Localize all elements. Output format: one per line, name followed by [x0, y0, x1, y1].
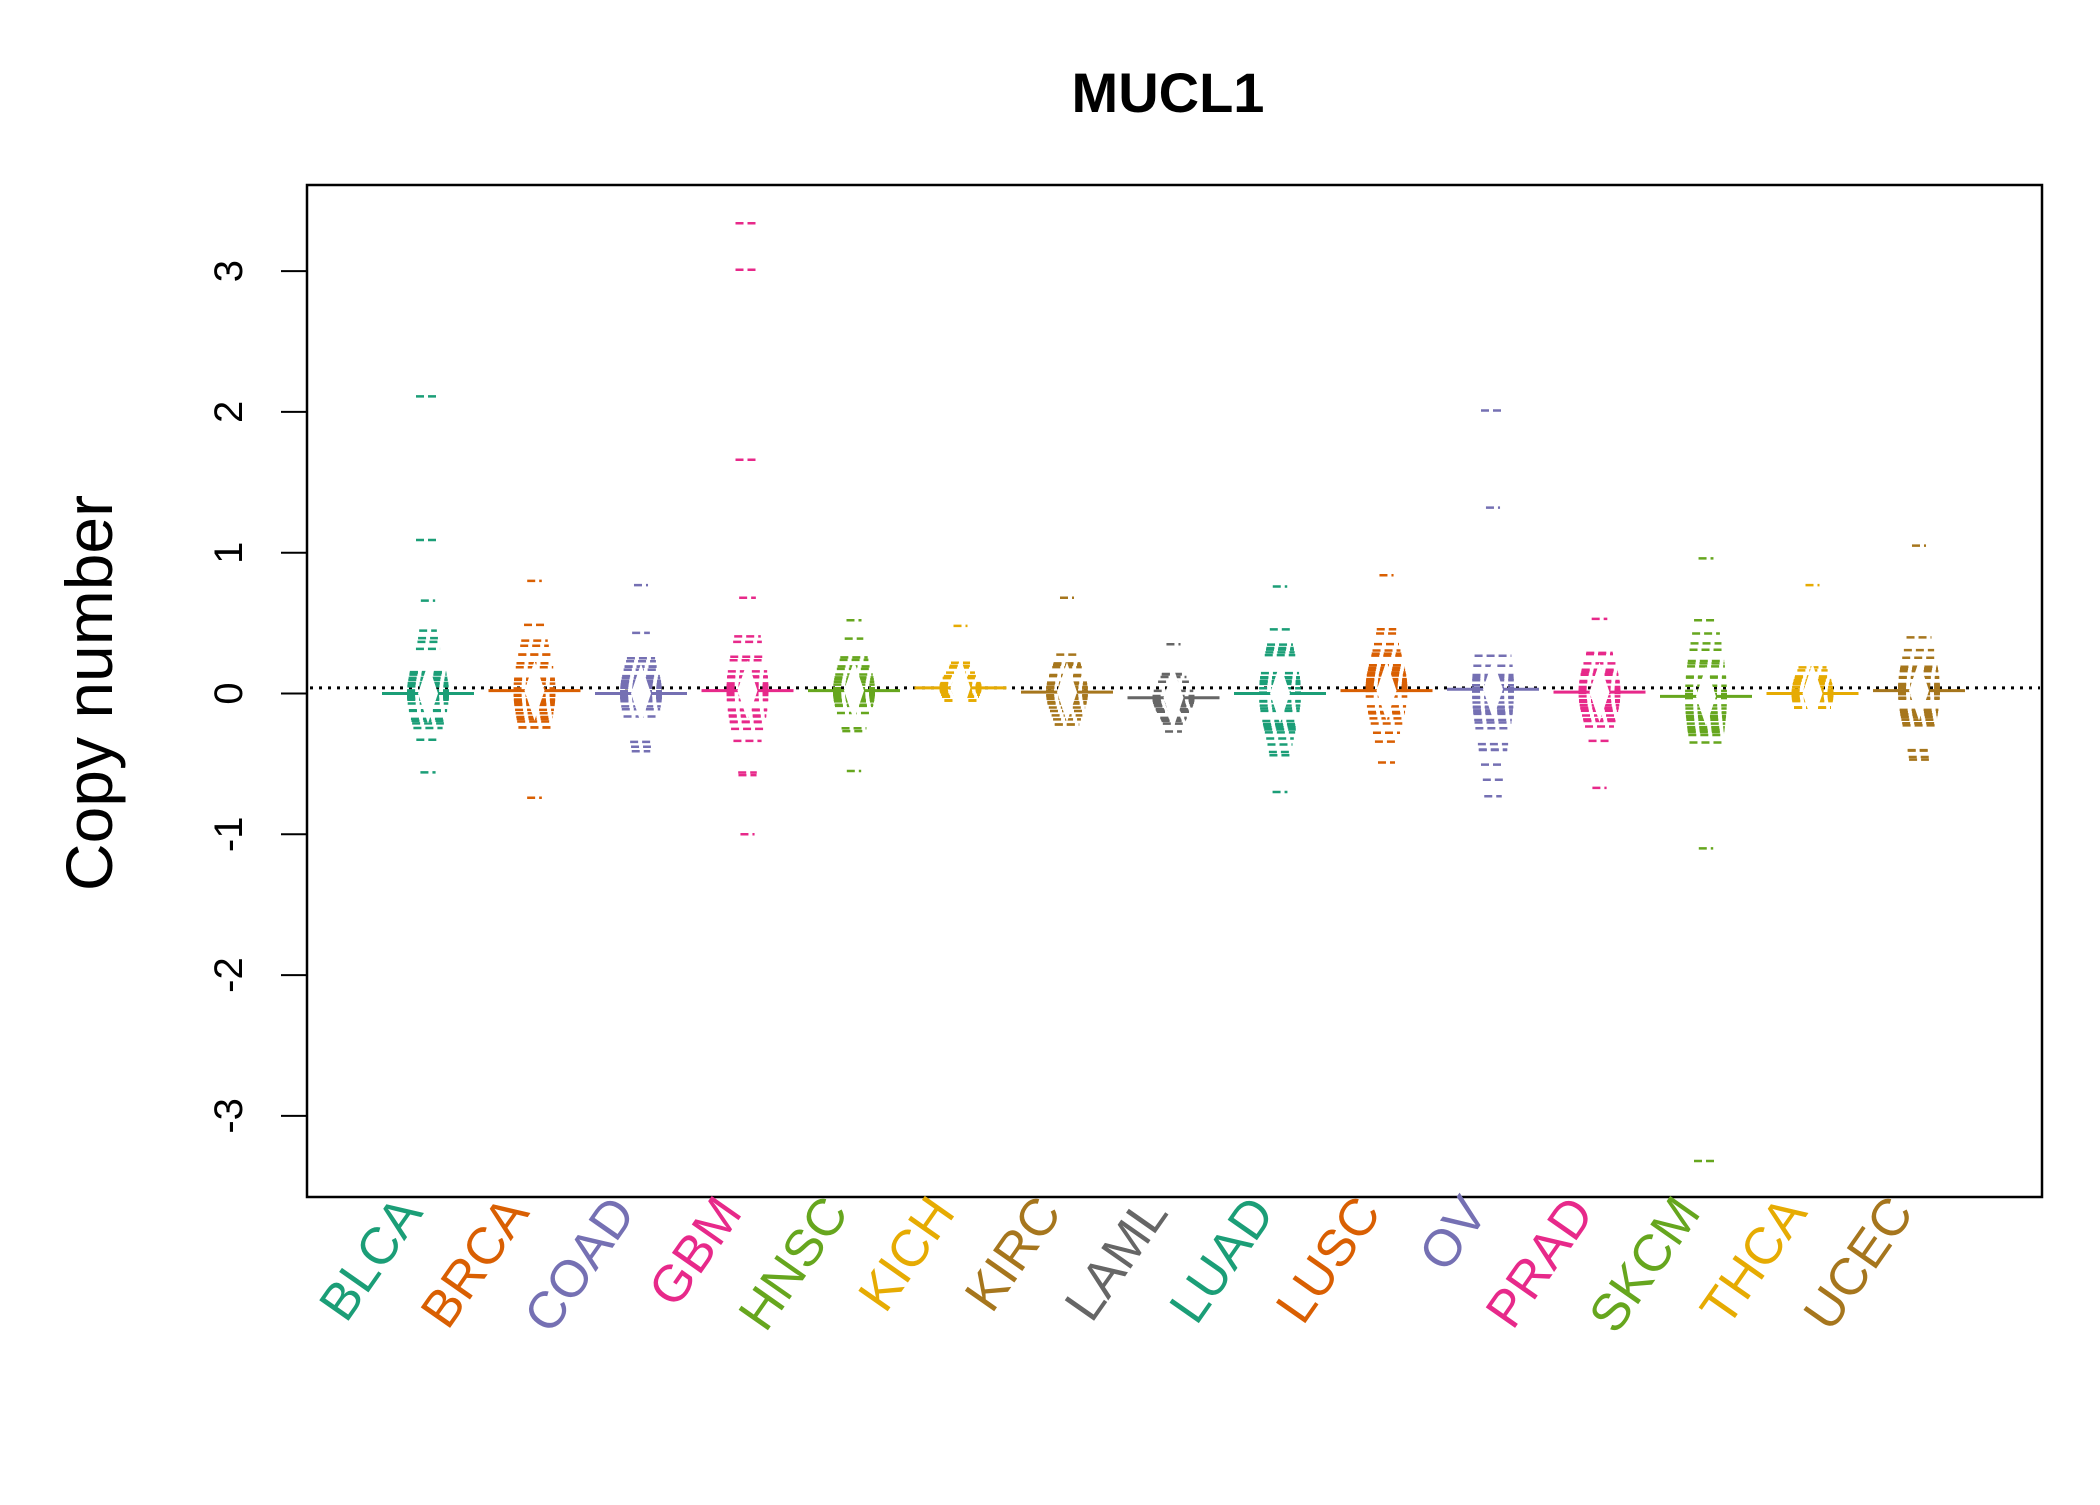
bean-core [1163, 667, 1184, 728]
y-tick-label: 0 [207, 682, 251, 704]
bean-kirc [1021, 596, 1113, 726]
x-tick-label: LUAD [1159, 1187, 1286, 1334]
x-tick-label: OV [1408, 1186, 1499, 1281]
bean-core [1376, 660, 1397, 721]
bean-core [737, 660, 758, 721]
x-tick-label: SKCM [1578, 1187, 1712, 1343]
x-tick-label: LAML [1054, 1187, 1179, 1332]
x-tick-label: HNSC [728, 1187, 860, 1341]
bean-lusc [1340, 573, 1433, 764]
y-tick-label: -1 [207, 817, 251, 853]
bean-core [631, 663, 651, 724]
bean-laml [1127, 642, 1220, 733]
bean-core [1589, 662, 1610, 723]
bean-blca [382, 395, 474, 774]
y-tick-label: 2 [207, 401, 251, 423]
bean-core [844, 660, 864, 721]
y-tick-label: 1 [207, 542, 251, 564]
bean-skcm [1660, 557, 1752, 1163]
x-tick-label: UCEC [1793, 1187, 1925, 1341]
bean-prad [1553, 617, 1646, 790]
chart-title: MUCL1 [1072, 61, 1265, 124]
bean-core [1696, 666, 1716, 727]
x-tick-label: KICH [848, 1187, 967, 1322]
x-tick-label: THCA [1690, 1186, 1819, 1335]
y-tick-label: 3 [207, 260, 251, 282]
x-tick-label: KIRC [954, 1187, 1073, 1322]
bean-core [1909, 660, 1929, 721]
bean-core [1270, 663, 1290, 724]
beans [310, 221, 2040, 1163]
bean-coad [595, 583, 687, 753]
y-tick-label: -2 [207, 957, 251, 993]
bean-thca [1766, 583, 1859, 724]
x-tick-label: LUSC [1265, 1187, 1392, 1334]
y-axis: -3 -2 -1 0 1 2 3 [207, 260, 308, 1134]
bean-core [950, 657, 971, 718]
bean-hnsc [808, 619, 900, 773]
bean-luad [1234, 585, 1326, 794]
bean-ucec [1873, 544, 1965, 761]
bean-gbm [701, 221, 794, 836]
bean-brca [488, 579, 581, 799]
bean-core [1802, 663, 1823, 724]
bean-core [524, 660, 545, 721]
bean-core [1483, 659, 1503, 720]
x-tick-label: COAD [513, 1187, 647, 1343]
y-tick-label: -3 [207, 1098, 251, 1134]
bean-kich [914, 624, 1007, 718]
bean-ov [1447, 409, 1539, 798]
bean-core [418, 663, 438, 724]
y-axis-label: Copy number [52, 495, 126, 891]
bean-core [1057, 662, 1077, 723]
